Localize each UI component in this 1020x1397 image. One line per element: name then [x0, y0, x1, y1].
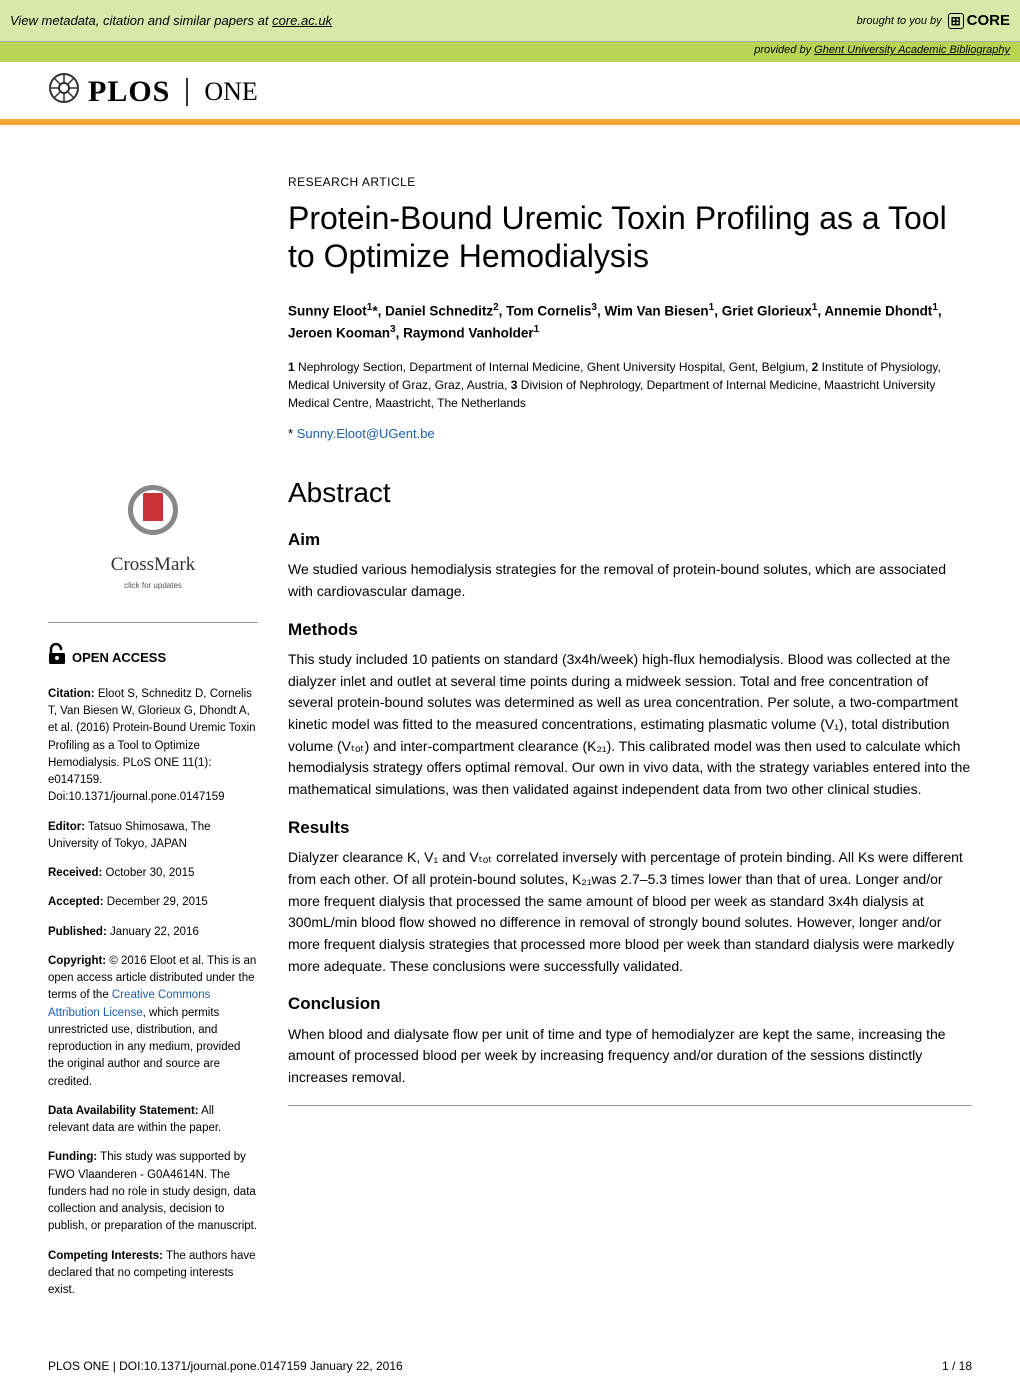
results-heading: Results — [288, 815, 972, 841]
citation-text: Eloot S, Schneditz D, Cornelis T, Van Bi… — [48, 688, 256, 804]
citation-block: Citation: Eloot S, Schneditz D, Cornelis… — [48, 686, 258, 807]
affil-num-3: 3 — [511, 378, 518, 392]
data-label: Data Availability Statement: — [48, 1105, 199, 1117]
topbar-left: View metadata, citation and similar pape… — [10, 13, 332, 28]
affiliations: 1 Nephrology Section, Department of Inte… — [288, 358, 972, 412]
methods-text: This study included 10 patients on stand… — [288, 649, 972, 801]
core-badge[interactable]: ⊞ CORE — [948, 12, 1010, 29]
article-type: RESEARCH ARTICLE — [288, 175, 972, 189]
corresp-email[interactable]: Sunny.Eloot@UGent.be — [297, 426, 435, 441]
funding-text: This study was supported by FWO Vlaander… — [48, 1151, 257, 1232]
plos-text: PLOS — [88, 75, 170, 109]
provided-link[interactable]: Ghent University Academic Bibliography — [814, 44, 1010, 56]
sidebar: CrossMark click for updates OPEN ACCESS … — [48, 175, 258, 1311]
plos-icon — [48, 72, 80, 111]
journal-header: PLOS ONE — [0, 62, 1020, 125]
provided-prefix: provided by — [754, 44, 814, 56]
footer-left: PLOS ONE | DOI:10.1371/journal.pone.0147… — [48, 1359, 403, 1373]
accepted-text: December 29, 2015 — [104, 896, 208, 908]
crossmark-widget[interactable]: CrossMark click for updates — [48, 485, 258, 592]
plos-divider — [186, 78, 188, 106]
corresp-mark: * — [288, 426, 293, 441]
plos-one: ONE — [204, 77, 257, 107]
correspondence: * Sunny.Eloot@UGent.be — [288, 426, 972, 441]
open-lock-icon — [48, 641, 66, 674]
crossmark-sub: click for updates — [48, 580, 258, 592]
core-icon: ⊞ — [948, 13, 964, 29]
data-availability-block: Data Availability Statement: All relevan… — [48, 1103, 258, 1138]
affil-num-1: 1 — [288, 360, 295, 374]
published-text: January 22, 2016 — [107, 926, 199, 938]
conclusion-heading: Conclusion — [288, 991, 972, 1017]
competing-block: Competing Interests: The authors have de… — [48, 1248, 258, 1300]
received-text: October 30, 2015 — [102, 867, 194, 879]
competing-label: Competing Interests: — [48, 1250, 163, 1262]
crossmark-label: CrossMark — [48, 551, 258, 580]
brought-by: brought to you by — [857, 15, 942, 27]
published-label: Published: — [48, 926, 107, 938]
repository-topbar: View metadata, citation and similar pape… — [0, 0, 1020, 42]
accepted-block: Accepted: December 29, 2015 — [48, 894, 258, 911]
crossmark-icon — [128, 485, 178, 541]
author-list: Sunny Eloot1*, Daniel Schneditz2, Tom Co… — [288, 300, 972, 344]
affil-1: Nephrology Section, Department of Intern… — [298, 360, 808, 374]
affil-num-2: 2 — [812, 360, 819, 374]
editor-label: Editor: — [48, 821, 85, 833]
published-block: Published: January 22, 2016 — [48, 924, 258, 941]
main-column: RESEARCH ARTICLE Protein-Bound Uremic To… — [288, 175, 972, 1311]
funding-block: Funding: This study was supported by FWO… — [48, 1149, 258, 1235]
methods-heading: Methods — [288, 617, 972, 643]
open-access-badge: OPEN ACCESS — [48, 641, 258, 674]
conclusion-text: When blood and dialysate flow per unit o… — [288, 1024, 972, 1089]
copyright-block: Copyright: © 2016 Eloot et al. This is a… — [48, 953, 258, 1091]
aim-heading: Aim — [288, 527, 972, 553]
article-title: Protein-Bound Uremic Toxin Profiling as … — [288, 199, 972, 276]
provided-bar: provided by Ghent University Academic Bi… — [0, 42, 1020, 62]
citation-label: Citation: — [48, 688, 95, 700]
copyright-label: Copyright: — [48, 955, 106, 967]
plos-logo: PLOS ONE — [48, 72, 258, 111]
received-label: Received: — [48, 867, 102, 879]
topbar-prefix: View metadata, citation and similar pape… — [10, 13, 272, 28]
aim-text: We studied various hemodialysis strategi… — [288, 559, 972, 602]
footer-right: 1 / 18 — [942, 1359, 972, 1373]
page-body: CrossMark click for updates OPEN ACCESS … — [0, 125, 1020, 1331]
core-link[interactable]: core.ac.uk — [272, 13, 332, 28]
results-text: Dialyzer clearance K, V₁ and Vₜₒₜ correl… — [288, 847, 972, 977]
accepted-label: Accepted: — [48, 896, 104, 908]
page-footer: PLOS ONE | DOI:10.1371/journal.pone.0147… — [0, 1331, 1020, 1397]
sidebar-divider — [48, 622, 258, 623]
topbar-right: brought to you by ⊞ CORE — [857, 12, 1010, 29]
core-text: CORE — [967, 12, 1010, 29]
abstract-heading: Abstract — [288, 477, 972, 509]
abstract-end-rule — [288, 1105, 972, 1106]
funding-label: Funding: — [48, 1151, 97, 1163]
editor-block: Editor: Tatsuo Shimosawa, The University… — [48, 819, 258, 854]
open-access-text: OPEN ACCESS — [72, 648, 166, 668]
received-block: Received: October 30, 2015 — [48, 865, 258, 882]
abstract-body: Aim We studied various hemodialysis stra… — [288, 527, 972, 1089]
